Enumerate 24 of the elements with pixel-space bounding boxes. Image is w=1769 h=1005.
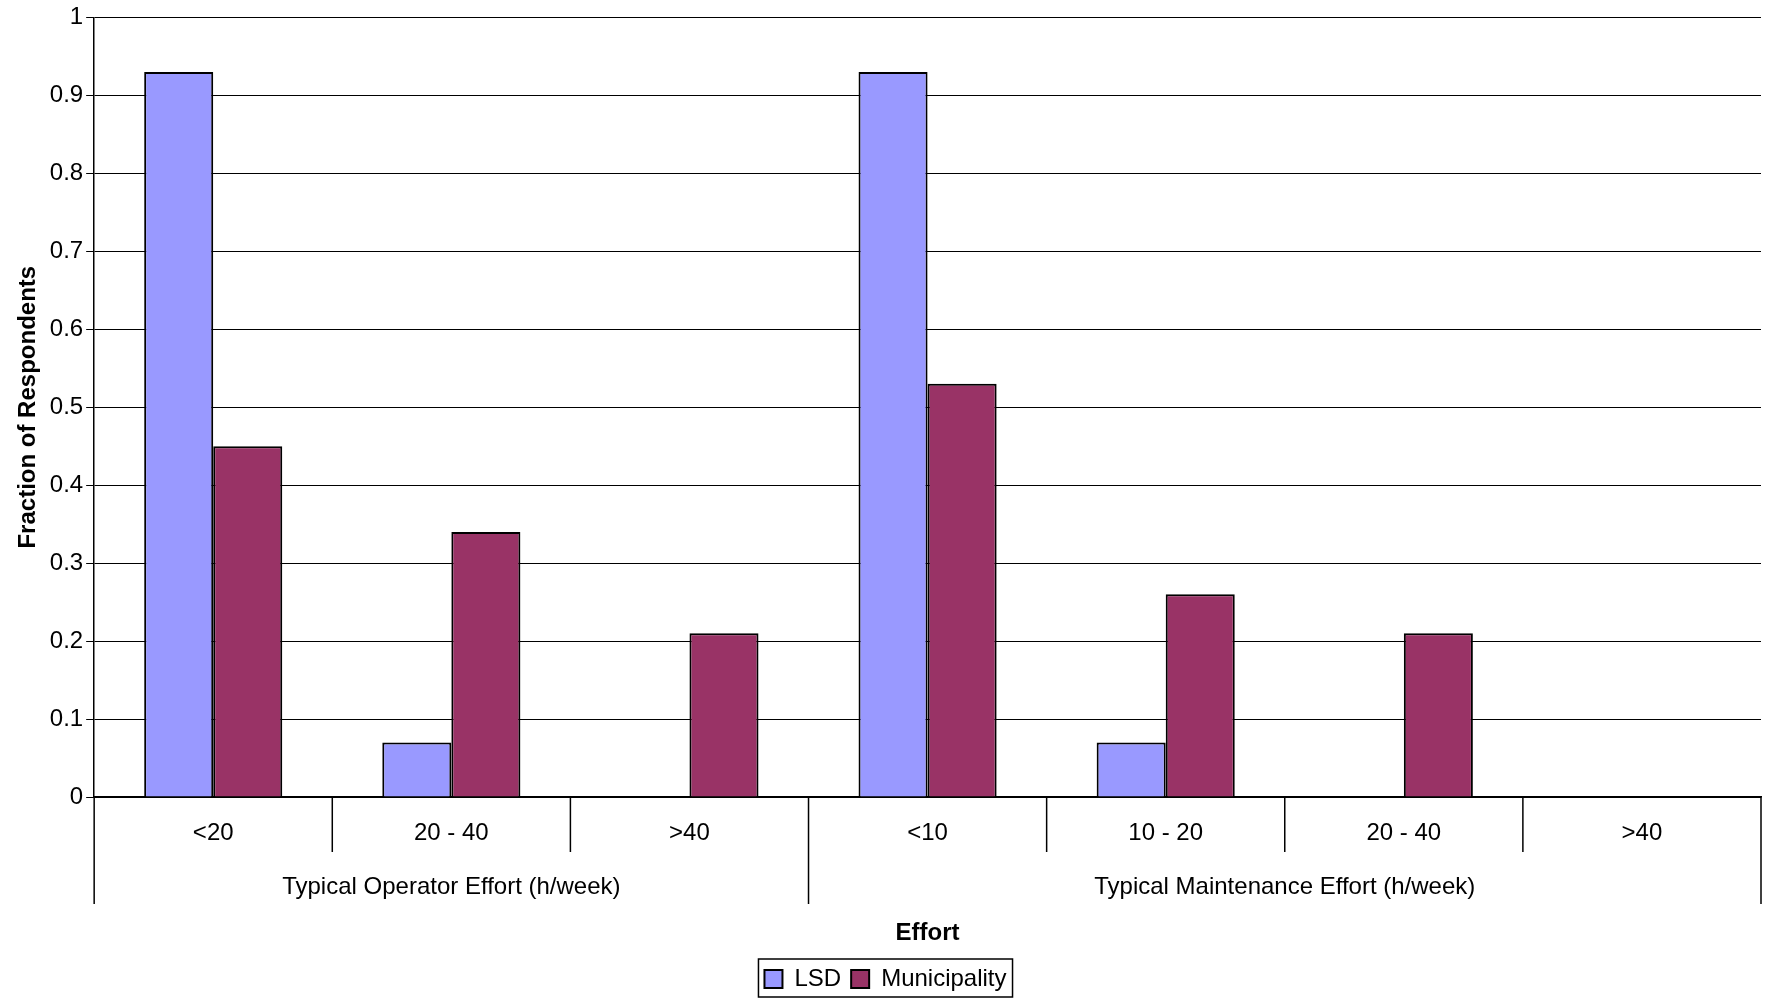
legend-label: LSD [794,963,842,991]
x-tick-label: >40 [1621,818,1663,846]
x-axis-title: Effort [895,917,960,945]
y-tick-label: 0.5 [49,391,84,419]
y-tick-label: 0.6 [49,313,84,341]
x-tick-label: >40 [669,818,710,846]
x-tick-label: <10 [907,818,948,846]
x-tick-label: 20 - 40 [413,818,489,846]
x-tick-label: 20 - 40 [1366,818,1442,846]
text: Typical Operator Effort (h/week) [282,871,621,899]
x-tick-label: 10 - 20 [1128,818,1204,846]
text: Typical Maintenance Effort (h/week) [1094,871,1476,899]
x-tick-label: <20 [192,818,234,846]
y-tick-label: 0.9 [49,79,84,107]
y-tick-label: 0 [69,781,84,809]
y-tick-label: 0.1 [49,703,84,731]
y-tick-label: 0.3 [49,547,84,575]
y-tick-label: 0.2 [49,625,84,653]
y-tick-label: 0.7 [49,235,84,263]
y-axis-title: Fraction of Respondents [13,265,41,549]
y-tick-label: 0.4 [49,469,84,497]
legend-label: Municipality [881,963,1007,991]
y-tick-label: 1 [69,2,84,30]
y-tick-label: 0.8 [49,157,84,185]
